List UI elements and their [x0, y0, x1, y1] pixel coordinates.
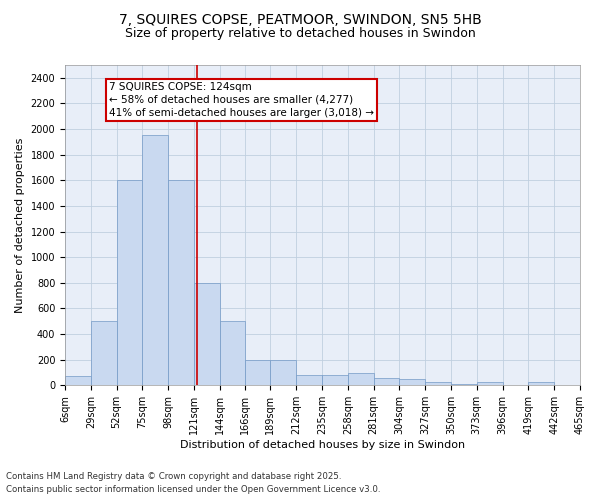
Text: 7 SQUIRES COPSE: 124sqm
← 58% of detached houses are smaller (4,277)
41% of semi: 7 SQUIRES COPSE: 124sqm ← 58% of detache… — [109, 82, 374, 118]
Text: Contains HM Land Registry data © Crown copyright and database right 2025.: Contains HM Land Registry data © Crown c… — [6, 472, 341, 481]
Bar — [296, 375, 322, 386]
Bar — [91, 322, 116, 386]
Bar — [65, 376, 91, 386]
Bar — [348, 372, 374, 386]
Bar — [245, 360, 271, 386]
Bar — [271, 360, 296, 386]
Bar — [220, 322, 245, 386]
Text: Size of property relative to detached houses in Swindon: Size of property relative to detached ho… — [125, 28, 475, 40]
Y-axis label: Number of detached properties: Number of detached properties — [15, 138, 25, 313]
Bar — [322, 375, 348, 386]
Bar — [529, 382, 554, 386]
Text: 7, SQUIRES COPSE, PEATMOOR, SWINDON, SN5 5HB: 7, SQUIRES COPSE, PEATMOOR, SWINDON, SN5… — [119, 12, 481, 26]
Bar — [194, 283, 220, 386]
Bar — [400, 379, 425, 386]
X-axis label: Distribution of detached houses by size in Swindon: Distribution of detached houses by size … — [180, 440, 465, 450]
Bar — [116, 180, 142, 386]
Bar — [168, 180, 194, 386]
Bar — [374, 378, 400, 386]
Bar — [477, 382, 503, 386]
Text: Contains public sector information licensed under the Open Government Licence v3: Contains public sector information licen… — [6, 485, 380, 494]
Bar — [451, 384, 477, 386]
Bar — [142, 136, 168, 386]
Bar — [425, 382, 451, 386]
